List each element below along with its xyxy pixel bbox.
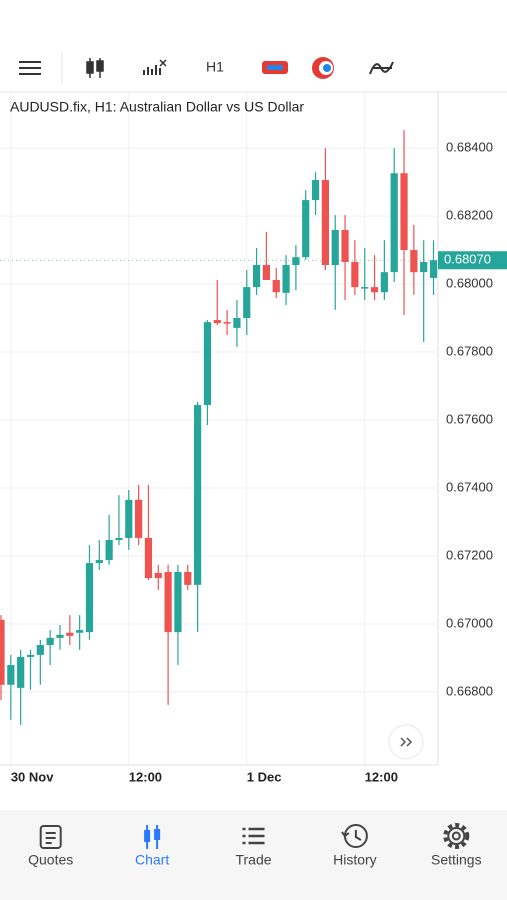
candle-body [46,637,54,646]
grid [0,92,438,765]
x-tick-label: 12:00 [365,769,398,784]
candle-body [361,287,369,289]
nav-label: Trade [235,852,271,868]
y-tick-label: 0.68000 [446,275,493,290]
candle-body [420,261,428,273]
indicators-button[interactable] [143,59,167,75]
nav-background [0,810,507,900]
y-tick-label: 0.67000 [446,615,493,630]
candle-body [243,287,251,319]
nav-tab[interactable]: History [333,824,377,868]
candle-body [17,656,25,688]
candle-body [0,619,5,685]
candle-body [331,229,339,266]
toolbar: H1 [0,52,507,93]
candle-body [302,200,310,258]
chart: AUDUSD.fix, H1: Australian Dollar vs US … [0,92,439,766]
candle-body [311,180,320,201]
nav-icon [144,825,161,849]
candle-body [76,630,84,633]
nav-icon [443,823,470,849]
drawing-button[interactable] [369,61,394,75]
candle-type-button[interactable] [86,58,104,78]
candle-body [341,229,349,262]
timeframe-button[interactable]: H1 [206,59,224,75]
x-tick-label: 30 Nov [11,769,54,784]
nav-label: History [333,852,377,868]
candle-body [26,654,35,657]
candle-body [56,634,64,638]
candle-body [154,572,162,579]
candle-body [144,537,153,579]
y-tick-label: 0.67600 [446,411,493,426]
nav-label: Settings [431,852,482,868]
candle-body [321,180,329,266]
chart-title: AUDUSD.fix, H1: Australian Dollar vs US … [10,99,304,115]
candle-body [390,173,398,273]
candle-body [351,261,359,288]
candle-body [272,279,280,293]
candle-body [203,322,212,406]
nav-tab[interactable]: Settings [431,823,482,868]
nav-tab[interactable]: Chart [135,825,169,868]
candle-body [135,499,143,538]
candle-body [400,173,408,251]
candle-body [115,537,123,540]
candle-body [252,265,261,288]
trade-button[interactable] [312,57,334,79]
nav-label: Chart [135,852,169,868]
x-tick-label: 12:00 [129,769,162,784]
scroll-button[interactable] [388,724,424,760]
y-tick-label: 0.68400 [446,140,493,155]
candle-body [223,322,231,324]
nav-label: Quotes [28,852,73,868]
x-tick-label: 1 Dec [247,769,282,784]
y-tick-label: 0.67200 [446,547,493,562]
candle-body [66,632,74,636]
candle-body [194,405,202,585]
nav-icon [242,827,265,845]
candle-body [282,265,290,293]
candle-body [292,257,300,266]
last-price-tag [438,251,507,270]
last-price-label: 0.68070 [444,252,491,267]
candle-body [380,272,388,293]
candle-body [233,318,241,328]
candle-body [429,260,438,278]
candle-body [36,645,44,655]
y-tick-label: 0.66800 [446,683,493,698]
candle-body [95,560,103,564]
y-tick-label: 0.67800 [446,343,493,358]
menu-button[interactable] [19,61,41,75]
candle-body [184,571,192,585]
objects-button[interactable] [262,61,288,74]
candle-body [410,250,418,273]
nav-tab[interactable]: Trade [235,827,272,868]
candle-body [125,499,133,538]
candle-body [174,571,182,633]
candle-body [105,539,113,561]
candle-body [7,665,15,685]
nav-icon [39,825,62,849]
candle-body [85,563,94,633]
candle-body [164,571,172,633]
bottom-nav [0,810,507,900]
candle-body [370,287,379,293]
nav-icon [341,824,368,848]
candle-body [213,320,221,324]
y-tick-label: 0.67400 [446,479,493,494]
nav-tab[interactable]: Quotes [28,825,73,868]
candle-body [262,265,271,280]
y-tick-label: 0.68200 [446,208,493,223]
